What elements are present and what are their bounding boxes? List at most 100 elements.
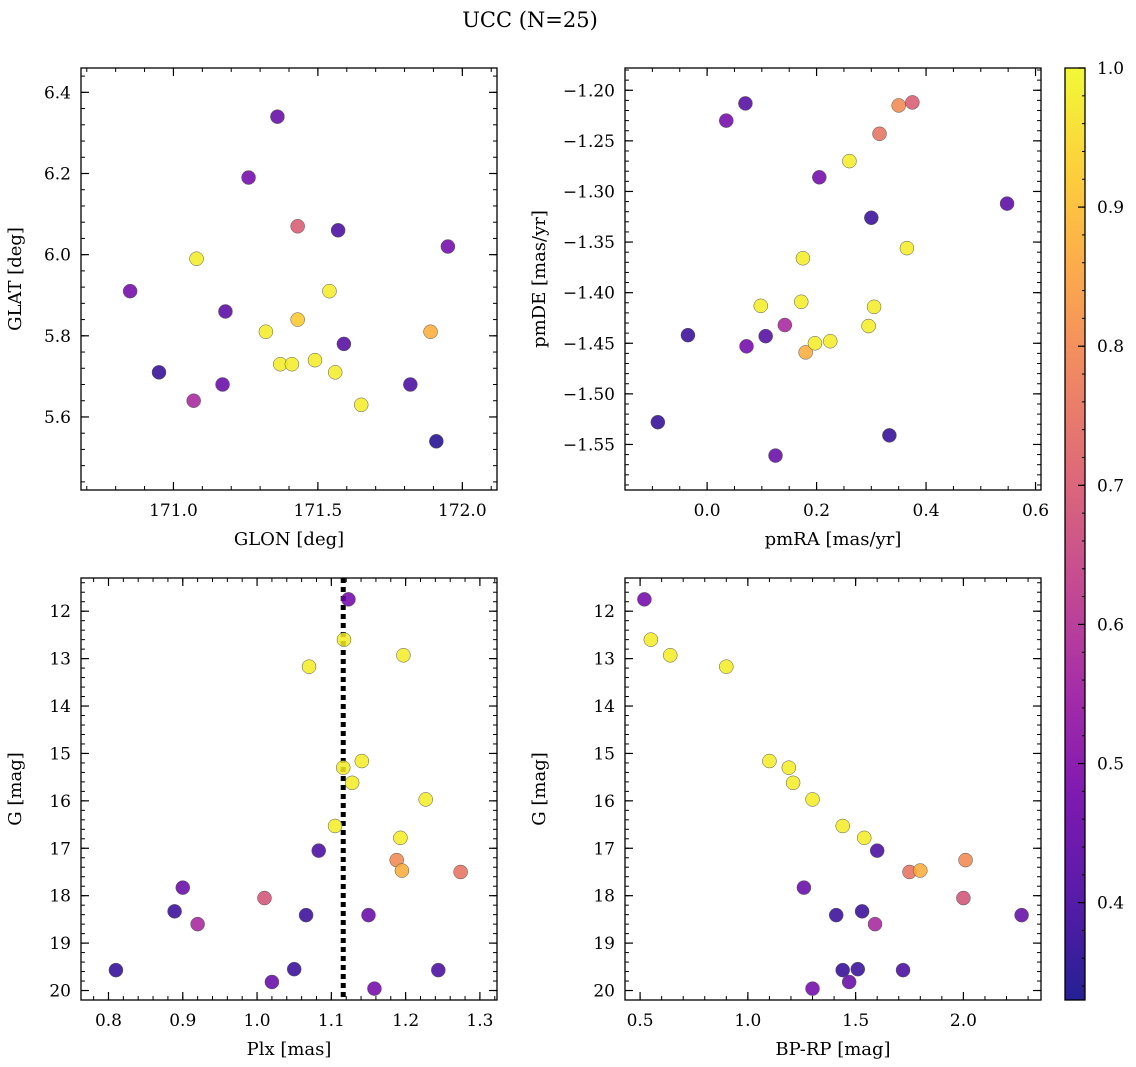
y-tick-label: 18 <box>593 887 615 907</box>
data-point <box>393 830 408 846</box>
figure-title: UCC (N=25) <box>462 8 598 32</box>
tick-marks <box>625 68 1041 490</box>
y-tick-label: −1.55 <box>563 435 615 455</box>
y-tick-label: −1.45 <box>563 334 615 354</box>
y-tick-label: −1.20 <box>563 81 615 101</box>
data-point <box>835 818 850 834</box>
subplot-1: 171.0 171.5 172.0 5.6 5.8 6.0 6.2 6.4 GLON [deg]… <box>5 67 498 550</box>
data-point <box>396 648 411 663</box>
data-point <box>190 916 205 932</box>
y-tick-label: −1.40 <box>563 284 615 304</box>
x-tick-label: 1.1 <box>318 1011 345 1031</box>
y-axis-label: G [mag] <box>5 752 26 825</box>
data-point <box>307 352 323 368</box>
colorbar-tick-label: 0.8 <box>1097 337 1124 357</box>
y-tick-label: 14 <box>593 697 615 717</box>
x-tick-label: 1.0 <box>734 1011 761 1031</box>
data-point <box>841 974 857 990</box>
data-point <box>1014 907 1029 923</box>
x-tick-label: 2.0 <box>950 1011 977 1031</box>
data-point <box>330 223 346 238</box>
data-point <box>864 210 879 226</box>
x-tick-label: 0.4 <box>913 501 940 521</box>
data-point <box>663 648 678 663</box>
y-tick-label: 18 <box>49 887 71 907</box>
data-point <box>861 318 876 334</box>
y-tick-label: −1.30 <box>563 182 615 202</box>
data-point <box>812 170 827 185</box>
data-point <box>999 196 1015 211</box>
data-point <box>431 962 446 978</box>
x-tick-label: 1.2 <box>392 1011 419 1031</box>
data-point <box>151 365 167 380</box>
data-point <box>891 98 906 113</box>
data-point <box>361 907 376 923</box>
data-point <box>354 753 370 769</box>
colorbar-frame <box>1064 67 1086 1001</box>
data-point <box>850 961 866 977</box>
y-tick-label: 6.2 <box>44 165 71 185</box>
y-tick-label: 5.8 <box>44 327 71 347</box>
y-tick-label: 15 <box>593 744 615 764</box>
data-point <box>905 95 920 110</box>
data-point <box>899 240 915 256</box>
x-axis-label: Plx [mas] <box>247 1039 332 1060</box>
data-point <box>322 283 337 299</box>
data-point <box>453 864 468 880</box>
data-point <box>785 775 801 791</box>
x-tick-label: 1.3 <box>466 1011 493 1031</box>
data-point <box>108 962 124 978</box>
y-axis-label: GLAT [deg] <box>5 227 26 331</box>
data-point <box>680 327 696 343</box>
y-tick-label: 5.6 <box>44 408 71 428</box>
scatter-points <box>122 109 456 449</box>
y-tick-label: 16 <box>593 792 615 812</box>
data-point <box>794 294 809 310</box>
x-tick-label: 0.2 <box>803 501 830 521</box>
data-point <box>344 775 360 791</box>
y-tick-label: 19 <box>49 934 71 954</box>
data-point <box>958 852 973 868</box>
data-point <box>290 219 305 234</box>
x-axis-label: GLON [deg] <box>234 529 344 550</box>
data-point <box>739 339 754 354</box>
data-point <box>872 126 887 142</box>
data-point <box>403 377 418 392</box>
data-point <box>290 312 305 327</box>
tick-marks <box>81 68 497 490</box>
y-tick-label: 17 <box>49 839 71 859</box>
data-point <box>270 109 285 124</box>
data-point <box>895 962 911 978</box>
data-point <box>857 830 872 846</box>
data-point <box>341 592 356 607</box>
y-tick-label: −1.25 <box>563 132 615 152</box>
data-point <box>823 333 838 349</box>
data-point <box>241 170 256 185</box>
data-point <box>807 336 823 351</box>
colorbar-tick-label: 0.5 <box>1097 755 1124 775</box>
data-point <box>367 981 382 996</box>
data-point <box>335 760 351 775</box>
data-point <box>828 907 844 923</box>
data-point <box>286 961 302 977</box>
data-point <box>301 659 317 674</box>
data-point <box>298 907 314 923</box>
x-tick-label: 171.0 <box>149 501 198 521</box>
data-point <box>215 377 230 392</box>
data-point <box>842 153 857 169</box>
subplot-3: 0.8 0.9 1.0 1.1 1.2 1.3 12 13 14 15 16 17 18 19 20 Plx … <box>5 577 498 1060</box>
data-point <box>753 298 768 314</box>
y-tick-label: 17 <box>593 839 615 859</box>
data-point <box>643 632 659 647</box>
colorbar-tick-label: 1.0 <box>1097 59 1124 79</box>
y-tick-label: −1.50 <box>563 385 615 405</box>
colorbar-tick-label: 0.9 <box>1097 198 1124 218</box>
axes-frame <box>624 577 1042 1001</box>
data-point <box>175 880 191 895</box>
data-point <box>418 792 433 807</box>
colorbar: 0.4 0.5 0.6 0.7 0.8 0.9 1.0 <box>1064 59 1124 1001</box>
scatter-points <box>108 578 468 1000</box>
data-point <box>440 239 456 254</box>
subplot-2: 0.0 0.2 0.4 0.6 −1.55 −1.50 −1.45 −1.40 −1.35 −1.… <box>529 67 1049 550</box>
